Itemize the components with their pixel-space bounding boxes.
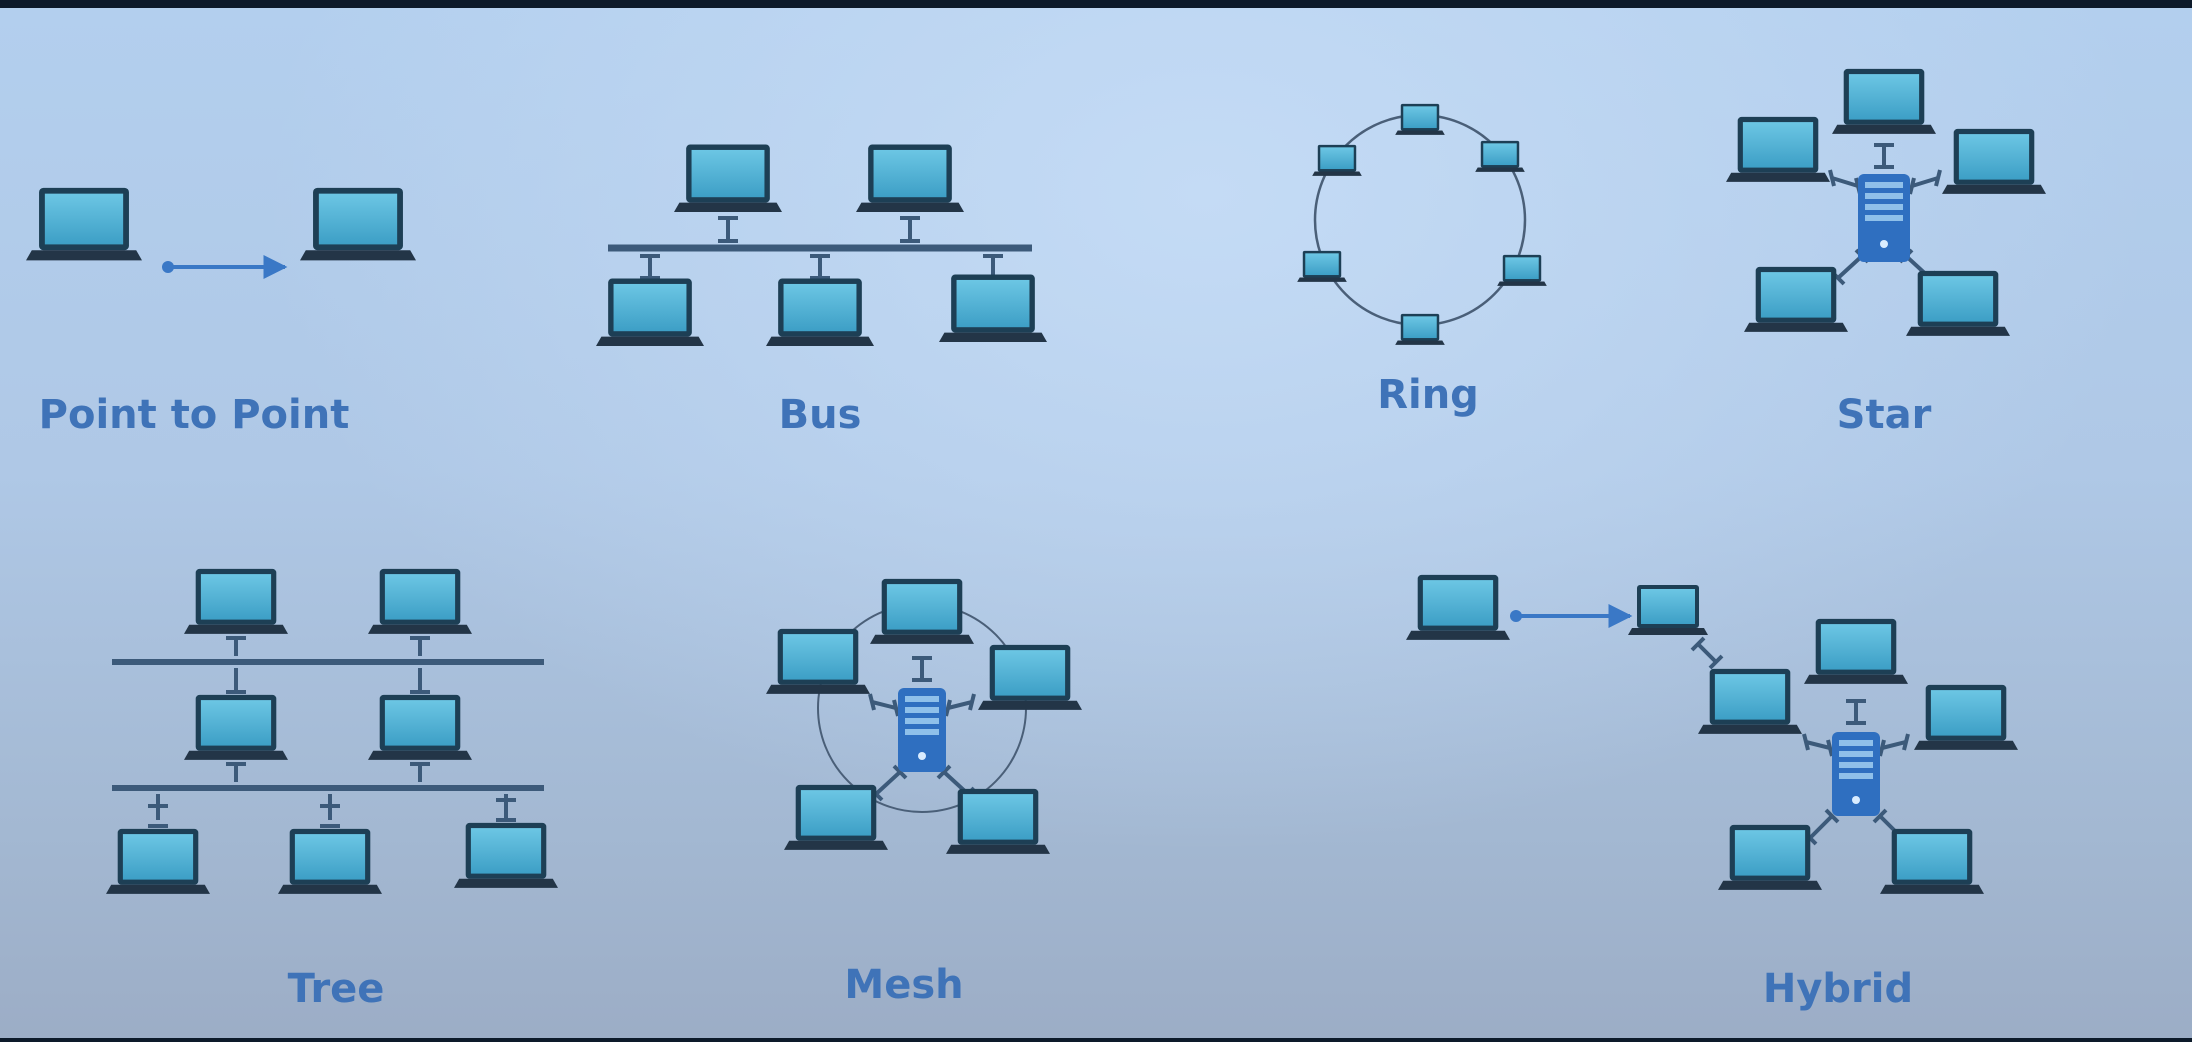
laptop-icon: [766, 278, 874, 347]
laptop-icon: [454, 822, 558, 888]
laptop-icon: [1942, 128, 2046, 194]
tree-topology: [106, 568, 558, 894]
server-icon: [1858, 174, 1910, 262]
label-hybrid: Hybrid: [1763, 966, 1913, 1012]
laptop-icon: [1497, 254, 1547, 286]
laptop-icon: [596, 278, 704, 347]
topology-canvas: Point to Point Bus Ring Star Tree Mesh H…: [25, 68, 2046, 1012]
laptop-icon: [978, 644, 1082, 710]
topology-diagram: Point to Point Bus Ring Star Tree Mesh H…: [0, 8, 2192, 1038]
laptop-icon: [1297, 250, 1347, 282]
laptop-icon: [1395, 313, 1445, 345]
laptop-icon: [1880, 828, 1984, 894]
laptop-icon: [674, 144, 782, 213]
laptop-icon: [1698, 668, 1802, 734]
bus-topology: [608, 216, 1032, 280]
laptop-icon: [106, 828, 210, 894]
laptop-icon: [1718, 824, 1822, 890]
laptop-icon: [1406, 574, 1510, 640]
laptop-icon: [1395, 103, 1445, 135]
laptop-icon: [1832, 68, 1936, 134]
laptop-icon: [1744, 266, 1848, 332]
hybrid-topology: [1406, 574, 2018, 894]
server-icon: [898, 688, 946, 772]
laptop-icon: [766, 628, 870, 694]
server-icon: [1832, 732, 1880, 816]
star-topology: [1726, 68, 2046, 336]
laptop-icon: [1804, 618, 1908, 684]
laptop-icon: [1906, 270, 2010, 336]
label-tree: Tree: [288, 966, 385, 1012]
label-bus: Bus: [779, 392, 862, 438]
laptop-icon: [184, 568, 288, 634]
mesh-topology: [766, 578, 1082, 854]
laptop-icon: [1914, 684, 2018, 750]
laptop-icon: [784, 784, 888, 850]
laptop-icon: [1475, 140, 1525, 172]
laptop-icon: [368, 694, 472, 760]
ring-topology: [1297, 103, 1547, 345]
laptop-icon: [1312, 144, 1362, 176]
label-star: Star: [1837, 392, 1932, 438]
laptop-icon: [278, 828, 382, 894]
point-to-point-topology: [25, 187, 416, 279]
label-mesh: Mesh: [844, 962, 963, 1008]
laptop-icon: [184, 694, 288, 760]
laptop-icon: [300, 187, 416, 261]
laptop-icon: [946, 788, 1050, 854]
label-ring: Ring: [1377, 372, 1479, 418]
laptop-icon: [368, 568, 472, 634]
laptop-icon: [1628, 585, 1708, 635]
laptop-icon: [1726, 116, 1830, 182]
laptop-icon: [25, 187, 142, 261]
laptop-icon: [939, 274, 1047, 343]
laptop-icon: [856, 144, 964, 213]
laptop-icon: [870, 578, 974, 644]
label-point-to-point: Point to Point: [39, 392, 350, 438]
